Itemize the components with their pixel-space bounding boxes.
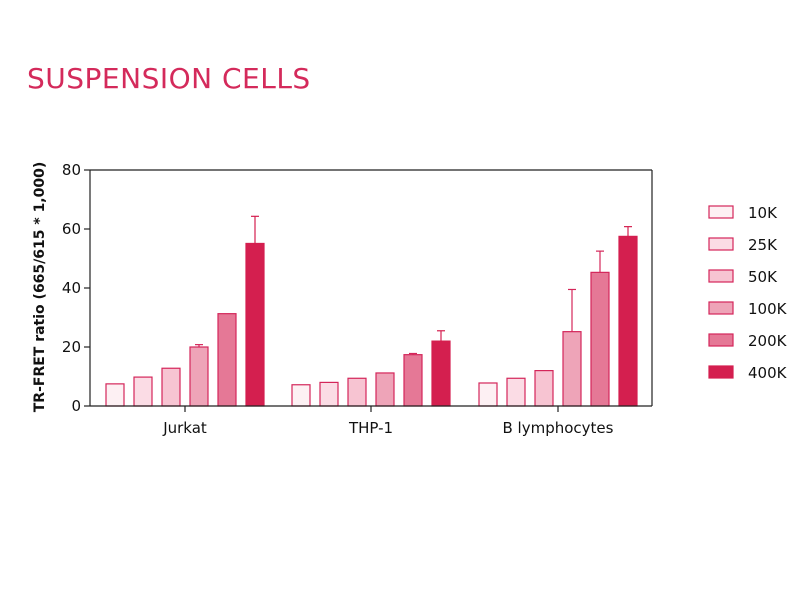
- bar: [534, 370, 554, 407]
- legend-swatch: [708, 237, 734, 251]
- bar: [133, 376, 153, 407]
- page-title: SUSPENSION CELLS: [27, 62, 311, 95]
- bar: [161, 367, 181, 407]
- bar: [347, 377, 367, 407]
- bars-layer: [105, 235, 638, 407]
- x-tick-label: B lymphocytes: [503, 419, 614, 437]
- axes-layer: Jurkat THP-1 B lymphocytes 0 20 40 60 80: [62, 161, 653, 437]
- bar: [245, 242, 265, 407]
- x-tick-label: THP-1: [348, 419, 393, 437]
- bar: [375, 372, 395, 407]
- bar: [291, 384, 311, 407]
- legend-swatch: [708, 365, 734, 379]
- bar: [105, 383, 125, 407]
- legend-label: 100K: [748, 300, 788, 318]
- y-tick-label: 20: [62, 338, 81, 356]
- x-tick-label: Jurkat: [162, 419, 207, 437]
- y-tick-label: 60: [62, 220, 81, 238]
- legend-label: 10K: [748, 204, 778, 222]
- legend-label: 25K: [748, 236, 778, 254]
- y-tick-label: 80: [62, 161, 81, 179]
- bar: [189, 346, 209, 407]
- bar: [403, 354, 423, 407]
- bar: [431, 340, 451, 407]
- bar: [590, 271, 610, 407]
- legend-swatch: [708, 333, 734, 347]
- error-bars-layer: [195, 215, 632, 355]
- legend-label: 200K: [748, 332, 788, 350]
- bar: [319, 381, 339, 407]
- bar: [478, 382, 498, 407]
- bar: [506, 377, 526, 407]
- legend-swatch: [708, 301, 734, 315]
- bar: [618, 235, 638, 407]
- y-axis-label: TR-FRET ratio (665/615 * 1,000): [32, 162, 48, 413]
- y-tick-label: 40: [62, 279, 81, 297]
- y-tick-label: 0: [71, 397, 81, 415]
- legend-label: 400K: [748, 364, 788, 382]
- legend: 10K 25K 50K 100K 200K 400K: [708, 204, 788, 382]
- legend-swatch: [708, 269, 734, 283]
- bar: [562, 331, 582, 407]
- bar: [217, 313, 237, 407]
- legend-label: 50K: [748, 268, 778, 286]
- legend-swatch: [708, 205, 734, 219]
